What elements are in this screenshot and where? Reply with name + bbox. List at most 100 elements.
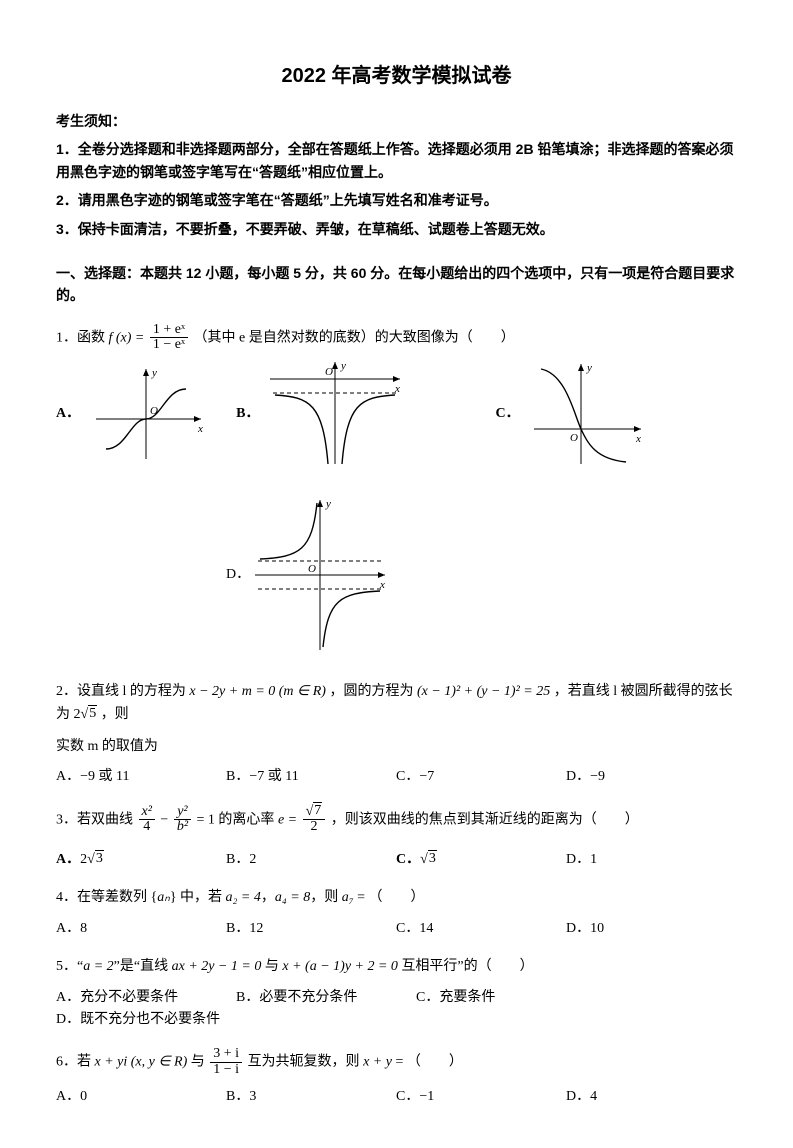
q3-frac-e: √7 2	[303, 805, 326, 835]
q4-opt-b: B．12	[226, 918, 376, 940]
q1-graphs-row-1: A． x y O B．	[56, 359, 737, 479]
q6-lhs: x + yi (x, y ∈ R)	[95, 1055, 188, 1070]
svg-text:O: O	[570, 432, 578, 444]
q2-line2: 实数 m 的取值为	[56, 736, 737, 758]
q6-frac-den: 1 − i	[210, 1063, 242, 1078]
question-3: 3．若双曲线 x² 4 − y² b² = 1 的离心率 e = √7 2 ，则…	[56, 805, 737, 872]
q1-option-a: A． x y O	[56, 364, 206, 464]
q4-an: aₙ	[157, 890, 170, 905]
question-6: 6．若 x + yi (x, y ∈ R) 与 3 + i 1 − i 互为共轭…	[56, 1047, 737, 1108]
section-1-heading: 一、选择题：本题共 12 小题，每小题 5 分，共 60 分。在每小题给出的四个…	[56, 262, 737, 307]
q3-eden: 2	[303, 820, 326, 835]
q2-opt-d: D．−9	[566, 766, 716, 788]
svg-text:O: O	[308, 563, 316, 575]
q6-frac-num: 3 + i	[210, 1047, 242, 1063]
svg-text:x: x	[197, 423, 203, 435]
q4-text-d: = （ ）	[354, 890, 425, 905]
q6-text-a: 6．若	[56, 1055, 95, 1070]
q6-opt-a: A．0	[56, 1086, 206, 1108]
q4-opt-a: A．8	[56, 918, 206, 940]
q1-label-d: D．	[226, 564, 250, 586]
q2-text-b: ，圆的方程为	[329, 684, 417, 699]
graph-c-icon: x y O	[526, 359, 646, 469]
q4-text-c: ，则	[310, 890, 342, 905]
q6-expr: x + y	[363, 1055, 392, 1070]
q1-frac-den: 1 − eˣ	[150, 338, 188, 353]
q3-e-eq: e =	[278, 812, 301, 827]
instruction-2: 2．请用黑色字迹的钢笔或签字笔在“答题纸”上先填写姓名和准考证号。	[56, 189, 737, 211]
q2-options: A．−9 或 11 B．−7 或 11 C．−7 D．−9	[56, 766, 737, 788]
q1-label-c: C．	[495, 403, 519, 425]
q4-opt-d: D．10	[566, 918, 716, 940]
instructions-header: 考生须知：	[56, 110, 737, 132]
q1-prefix: 1．函数	[56, 330, 105, 345]
q3-opt-b: B．2	[226, 849, 376, 871]
exam-page: 2022 年高考数学模拟试卷 考生须知： 1．全卷分选择题和非选择题两部分，全部…	[0, 0, 793, 1148]
q5-text-d: 互相平行”的（ ）	[398, 959, 534, 974]
q6-opt-c: C．−1	[396, 1086, 546, 1108]
q3-xden: 4	[139, 820, 155, 835]
q1-suffix: （其中 e 是自然对数的底数）的大致图像为（ ）	[194, 330, 515, 345]
q3-minus: −	[160, 812, 171, 827]
q2-opt-a: A．−9 或 11	[56, 766, 206, 788]
q5-opt-a: A．充分不必要条件	[56, 987, 216, 1009]
instruction-3: 3．保持卡面清洁，不要折叠，不要弄破、弄皱，在草稿纸、试题卷上答题无效。	[56, 218, 737, 240]
svg-text:y: y	[340, 360, 346, 372]
q3-options: A．2√3 B．2 C．√3 D．1	[56, 849, 737, 871]
page-title: 2022 年高考数学模拟试卷	[56, 60, 737, 92]
q3-ynum: y²	[174, 805, 191, 821]
q2-text-a: 2．设直线 l 的方程为	[56, 684, 189, 699]
q4-text-b: } 中，若	[170, 890, 226, 905]
q4-text-a: 4．在等差数列 {	[56, 890, 157, 905]
q5-text-a: 5．“	[56, 959, 83, 974]
q6-opt-b: B．3	[226, 1086, 376, 1108]
q3-frac-x: x² 4	[139, 805, 155, 835]
question-2: 2．设直线 l 的方程为 x − 2y + m = 0 (m ∈ R) ，圆的方…	[56, 681, 737, 789]
q2-chord: 2√5	[74, 707, 98, 722]
q2-math-1: x − 2y + m = 0 (m ∈ R)	[189, 684, 326, 699]
svg-text:y: y	[151, 367, 157, 379]
q3-xnum: x²	[139, 805, 155, 821]
q5-cond: a = 2	[83, 959, 113, 974]
q2-opt-b: B．−7 或 11	[226, 766, 376, 788]
q6-frac: 3 + i 1 − i	[210, 1047, 242, 1077]
q1-frac-num: 1 + eˣ	[150, 323, 188, 339]
q3-frac-y: y² b²	[174, 805, 191, 835]
q5-opt-b: B．必要不充分条件	[236, 987, 396, 1009]
q5-options: A．充分不必要条件 B．必要不充分条件 C．充要条件 D．既不充分也不必要条件	[56, 987, 737, 1032]
q6-options: A．0 B．3 C．−1 D．4	[56, 1086, 737, 1108]
q1-fx: f (x) =	[109, 330, 148, 345]
q6-text-b: 与	[187, 1055, 208, 1070]
svg-text:O: O	[325, 366, 333, 378]
instruction-1: 1．全卷分选择题和非选择题两部分，全部在答题纸上作答。选择题必须用 2B 铅笔填…	[56, 138, 737, 183]
q3-prefix: 3．若双曲线	[56, 812, 137, 827]
q5-text-b: ”是“直线	[114, 959, 172, 974]
q1-option-d: D． x y O	[226, 495, 737, 655]
svg-text:y: y	[586, 362, 592, 374]
q4-a4: a₄ = 8	[275, 890, 310, 905]
q5-opt-c: C．充要条件	[416, 987, 536, 1009]
q5-l1: ax + 2y − 1 = 0	[172, 959, 262, 974]
q1-label-a: A．	[56, 403, 80, 425]
q1-option-b: B． x y O	[236, 359, 405, 469]
q2-math-2: (x − 1)² + (y − 1)² = 25	[417, 684, 550, 699]
q4-options: A．8 B．12 C．14 D．10	[56, 918, 737, 940]
q2-text-d: ，则	[101, 707, 129, 722]
q5-text-c: 与	[261, 959, 282, 974]
graph-b-icon: x y O	[265, 359, 405, 469]
svg-text:x: x	[635, 433, 641, 445]
q3-opt-d: D．1	[566, 849, 716, 871]
svg-text:y: y	[325, 498, 331, 510]
q3-suffix: ，则该双曲线的焦点到其渐近线的距离为（ ）	[331, 812, 639, 827]
q1-option-c: C． x y O	[495, 359, 645, 469]
q4-a7: a₇	[342, 890, 354, 905]
q2-opt-c: C．−7	[396, 766, 546, 788]
q3-eq1: = 1 的离心率	[197, 812, 278, 827]
q4-opt-c: C．14	[396, 918, 546, 940]
question-1: 1．函数 f (x) = 1 + eˣ 1 − eˣ （其中 e 是自然对数的底…	[56, 323, 737, 655]
q5-l2: x + (a − 1)y + 2 = 0	[282, 959, 398, 974]
q2-line1: 2．设直线 l 的方程为 x − 2y + m = 0 (m ∈ R) ，圆的方…	[56, 681, 737, 726]
q3-yden: b²	[174, 820, 191, 835]
question-4: 4．在等差数列 {aₙ} 中，若 a₂ = 4，a₄ = 8，则 a₇ = （ …	[56, 887, 737, 940]
graph-a-icon: x y O	[86, 364, 206, 464]
